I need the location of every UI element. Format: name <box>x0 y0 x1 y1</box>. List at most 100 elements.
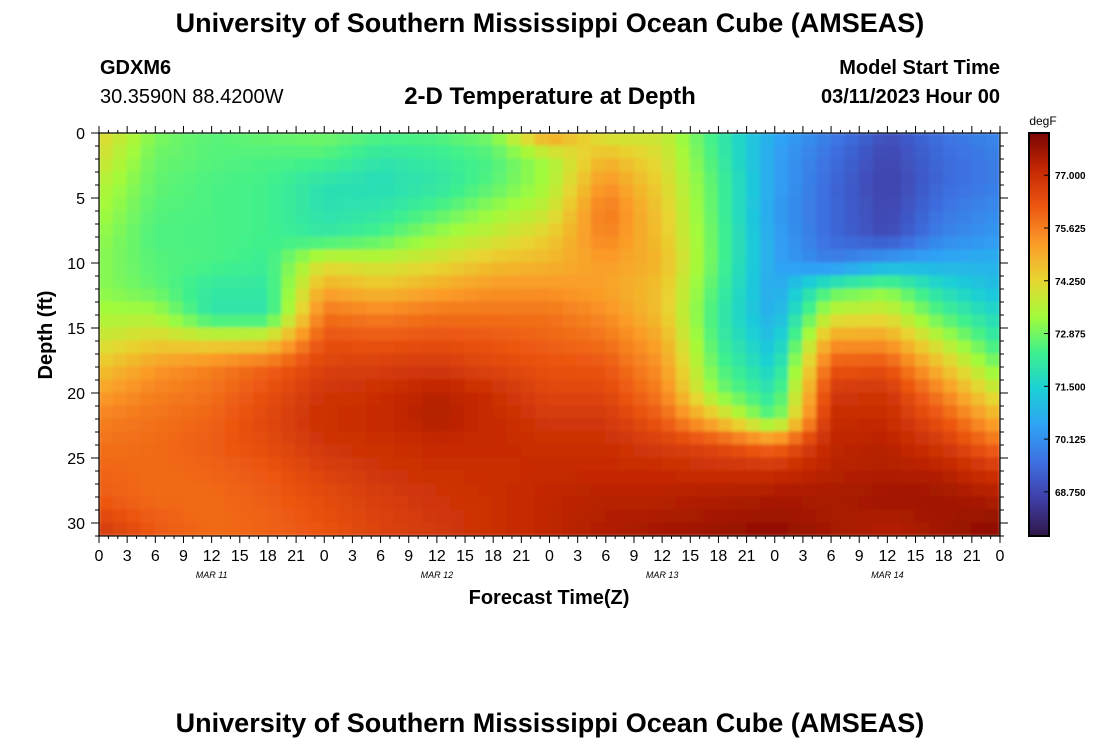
y-tick-label: 5 <box>76 191 85 208</box>
heatmap-cell <box>309 444 325 459</box>
heatmap-cell <box>914 275 931 290</box>
heatmap-cell <box>464 418 480 433</box>
heatmap-cell <box>872 236 888 251</box>
heatmap-cell <box>379 301 396 316</box>
heatmap-cell <box>577 405 593 420</box>
heatmap-cell <box>365 145 382 160</box>
heatmap-cell <box>196 184 213 199</box>
heatmap-cell <box>661 379 677 394</box>
x-tick-label: 6 <box>827 548 836 565</box>
heatmap-cell <box>717 301 734 316</box>
heatmap-cell <box>112 314 128 329</box>
heatmap-cell <box>745 327 762 342</box>
heatmap-cell <box>577 236 593 251</box>
heatmap-cell <box>886 249 903 264</box>
heatmap-cell <box>872 405 888 420</box>
heatmap-cell <box>900 210 917 225</box>
heatmap-cell <box>985 145 1000 160</box>
heatmap-cell <box>971 249 987 264</box>
heatmap-cell <box>858 288 874 303</box>
heatmap-cell <box>760 353 776 368</box>
heatmap-cell <box>774 405 790 420</box>
heatmap-cell <box>351 457 368 472</box>
heatmap-cell <box>408 340 424 355</box>
heatmap-cell <box>717 444 734 459</box>
x-tick-label: 18 <box>710 548 728 565</box>
heatmap-cell <box>154 223 170 238</box>
heatmap-cell <box>929 392 945 407</box>
heatmap-cell <box>211 223 227 238</box>
heatmap-cell <box>281 184 297 199</box>
heatmap-cell <box>422 301 438 316</box>
heatmap-cell <box>281 301 297 316</box>
heatmap-cell <box>408 133 424 147</box>
heatmap-cell <box>99 184 114 199</box>
heatmap-cell <box>168 431 185 446</box>
heatmap-cell <box>872 457 888 472</box>
heatmap-cell <box>548 457 565 472</box>
heatmap-cell <box>337 288 354 303</box>
heatmap-cell <box>802 457 818 472</box>
heatmap-cell <box>337 470 354 485</box>
heatmap-cell <box>464 158 480 173</box>
heatmap-cell <box>717 457 734 472</box>
heatmap-cell <box>126 509 142 524</box>
heatmap-cell <box>760 275 776 290</box>
heatmap-cell <box>943 444 959 459</box>
heatmap-cell <box>520 522 537 536</box>
heatmap-cell <box>520 249 537 264</box>
heatmap-cell <box>534 262 551 277</box>
heatmap-cell <box>985 366 1000 381</box>
heatmap-cell <box>351 522 368 536</box>
heatmap-cell <box>985 327 1000 342</box>
heatmap-cell <box>619 522 635 536</box>
heatmap-cell <box>520 288 537 303</box>
heatmap-cell <box>900 133 917 147</box>
heatmap-cell <box>309 145 325 160</box>
heatmap-cell <box>647 145 663 160</box>
heatmap-cell <box>394 405 410 420</box>
heatmap-cell <box>886 184 903 199</box>
heatmap-cell <box>225 496 241 511</box>
heatmap-cell <box>464 223 480 238</box>
heatmap-cell <box>182 457 199 472</box>
heatmap-cell <box>562 197 579 212</box>
heatmap-cell <box>337 457 354 472</box>
heatmap-cell <box>661 496 677 511</box>
heatmap-cell <box>788 509 804 524</box>
heatmap-cell <box>675 405 691 420</box>
heatmap-cell <box>703 171 720 186</box>
heatmap-cell <box>379 509 396 524</box>
heatmap-cell <box>267 210 283 225</box>
heatmap-cell <box>337 496 354 511</box>
heatmap-cell <box>379 392 396 407</box>
heatmap-cell <box>450 418 466 433</box>
heatmap-cell <box>140 353 156 368</box>
heatmap-cell <box>253 470 269 485</box>
x-tick-label: 9 <box>855 548 864 565</box>
heatmap-cell <box>985 353 1000 368</box>
heatmap-cell <box>351 133 368 147</box>
heatmap-cell <box>830 133 846 147</box>
heatmap-cell <box>168 483 185 498</box>
heatmap-cell <box>309 483 325 498</box>
heatmap-cell <box>267 197 283 212</box>
heatmap-cell <box>225 262 241 277</box>
heatmap-cell <box>478 470 494 485</box>
heatmap-cell <box>689 171 705 186</box>
heatmap-cell <box>225 340 241 355</box>
heatmap-cell <box>886 236 903 251</box>
heatmap-cell <box>548 275 565 290</box>
heatmap-cell <box>816 392 832 407</box>
heatmap-cell <box>703 275 720 290</box>
heatmap-cell <box>112 184 128 199</box>
heatmap-cell <box>830 431 846 446</box>
heatmap-cell <box>267 353 283 368</box>
heatmap-cell <box>943 457 959 472</box>
heatmap-cell <box>577 158 593 173</box>
heatmap-cell <box>675 197 691 212</box>
heatmap-cell <box>900 431 917 446</box>
heatmap-cell <box>562 366 579 381</box>
heatmap-cell <box>844 366 860 381</box>
heatmap-cell <box>196 223 213 238</box>
